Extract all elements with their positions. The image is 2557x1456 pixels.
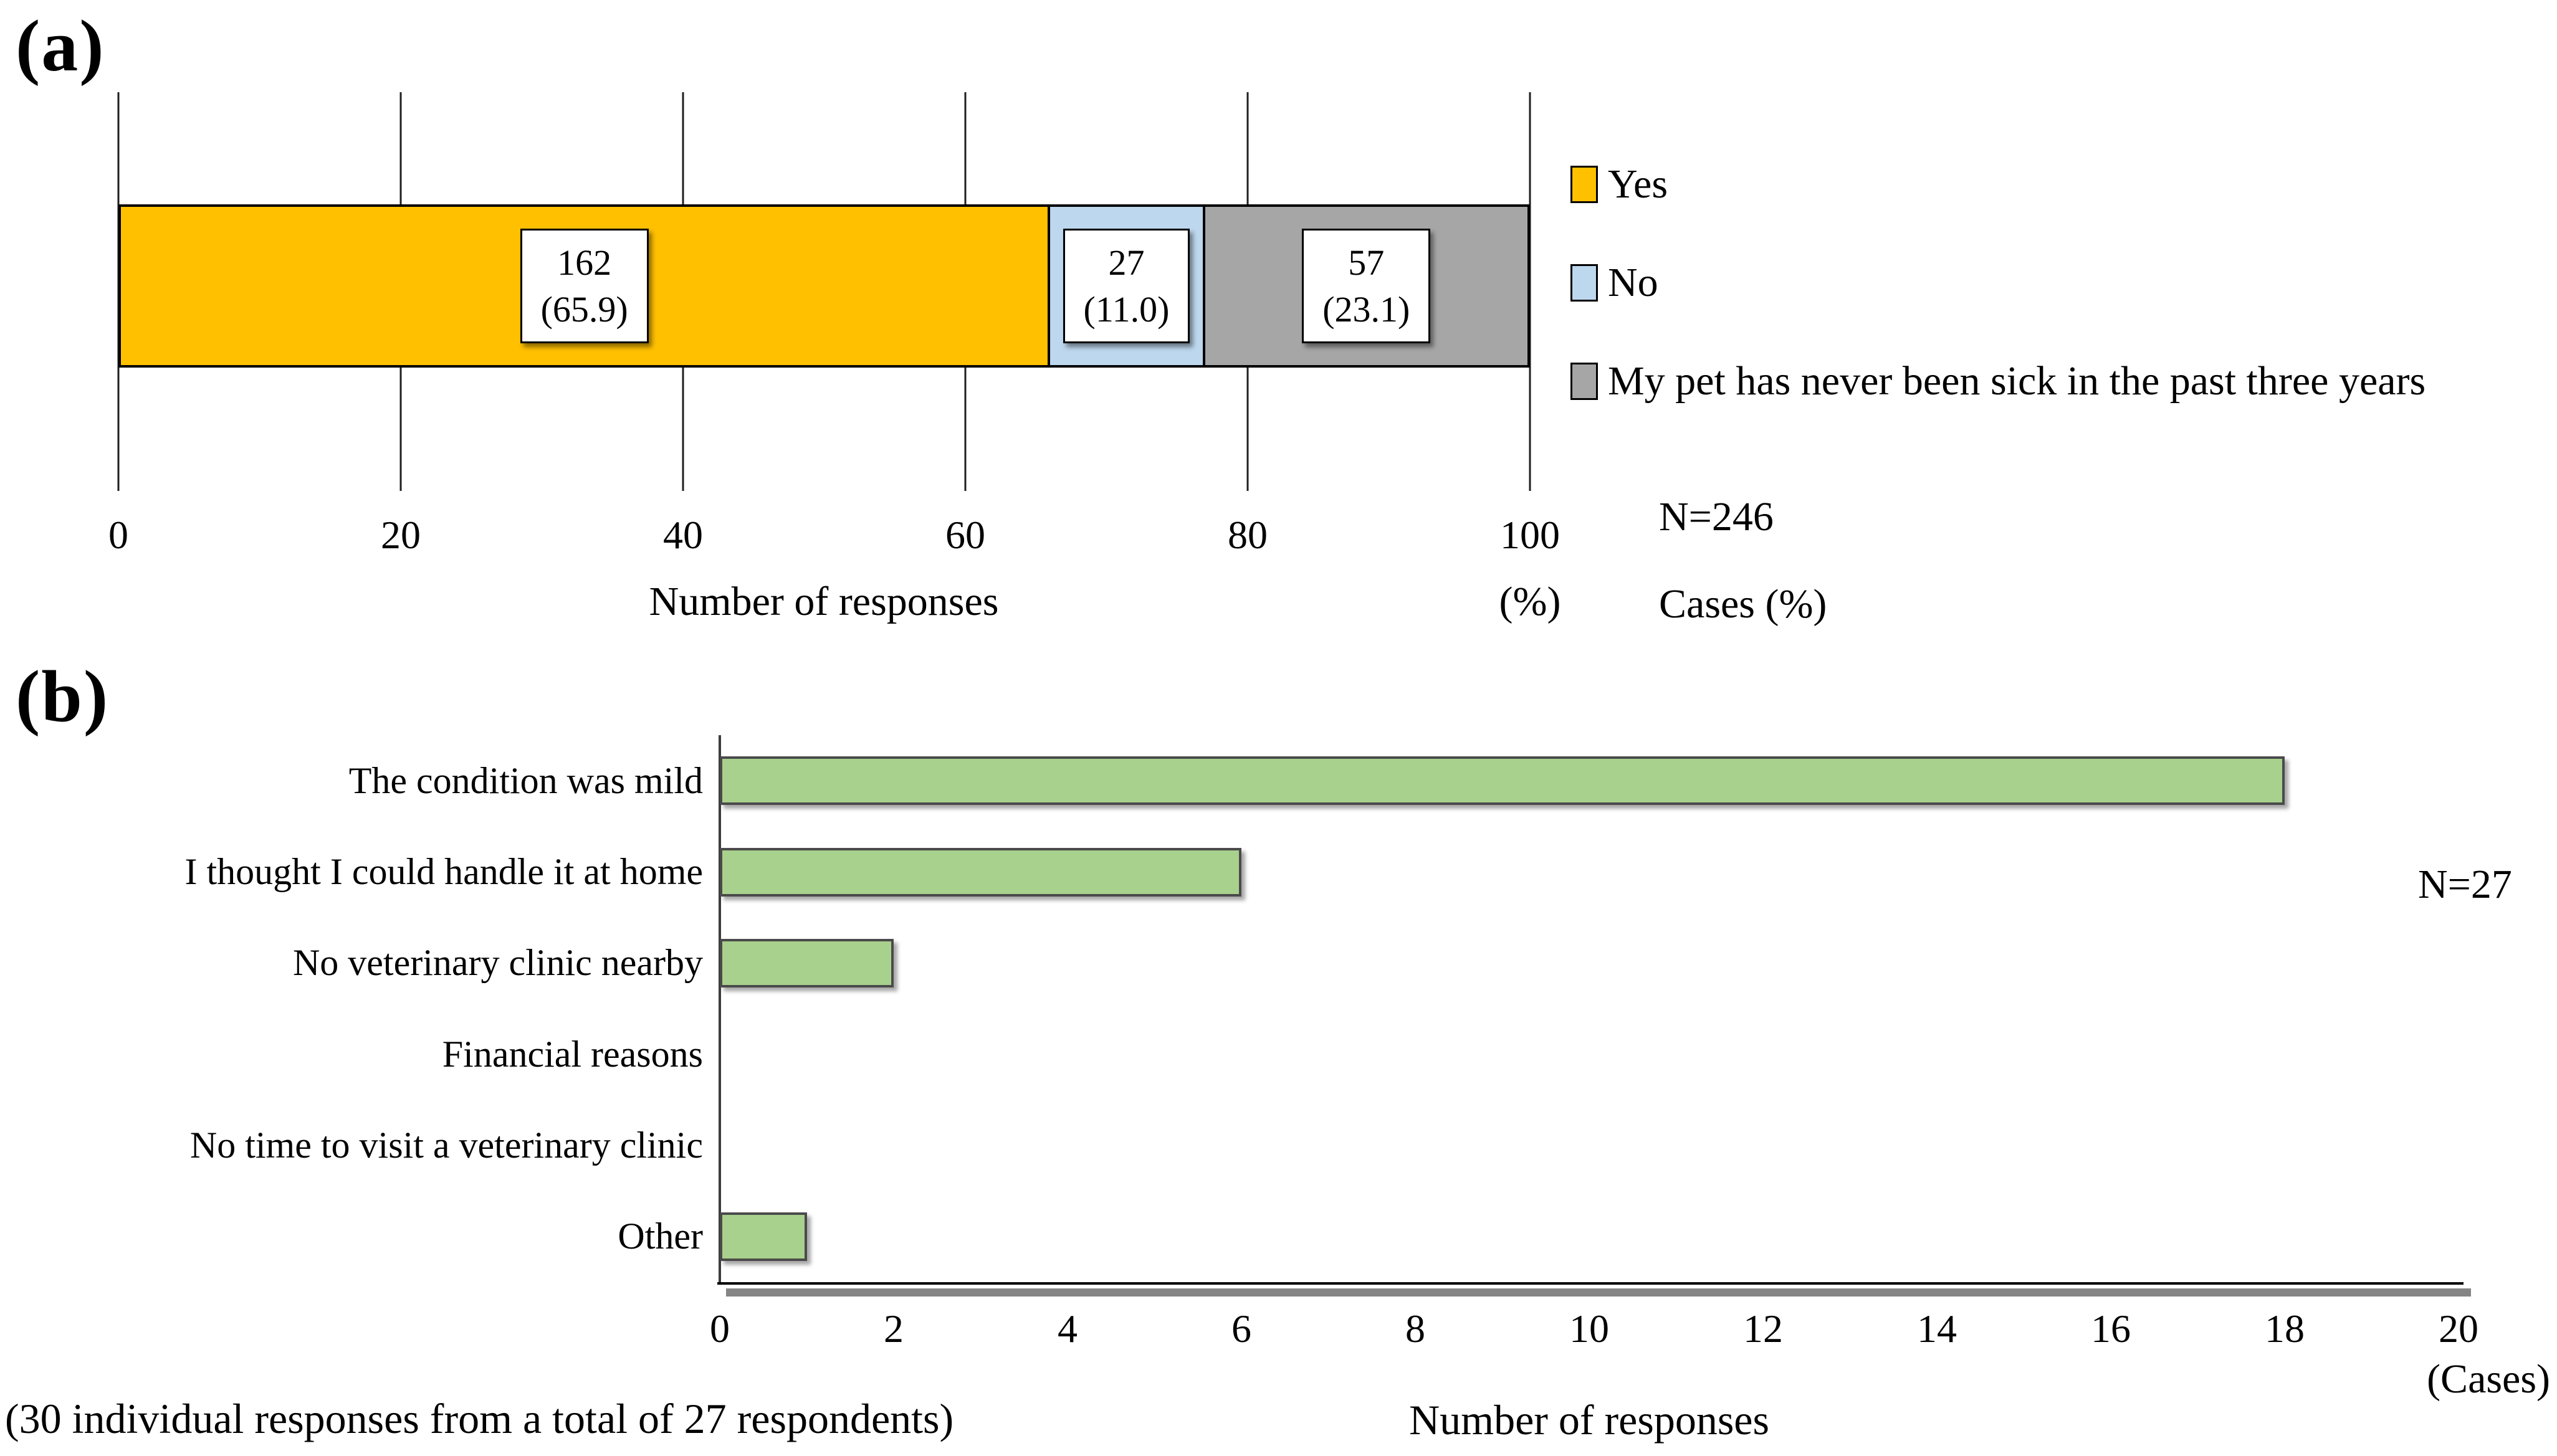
segment-count: 27: [1108, 242, 1145, 283]
segment-percent: (65.9): [540, 289, 628, 330]
panel-a-n-label: N=246: [1659, 494, 1774, 540]
panel-b-x-axis-line: [717, 1282, 2464, 1285]
panel-a-data-label-1: 162 (65.9): [520, 228, 649, 344]
panel-a-label: (a): [16, 5, 105, 87]
panel-b-x-axis-shadow: [726, 1288, 2471, 1297]
panel-b-tick-label-6: 6: [1231, 1306, 1251, 1351]
panel-b-x-axis-unit: (Cases): [2427, 1356, 2550, 1402]
panel-b-plot-area: [717, 735, 2471, 1297]
legend-label-2: No: [1608, 260, 1658, 305]
panel-b-label: (b): [16, 655, 110, 737]
panel-a-tick-label-80: 80: [1228, 513, 1268, 557]
panel-a-segment-1: 162 (65.9): [121, 207, 1048, 365]
panel-b-x-ticks: 0 2 4 6 8 10 12 14 16 18 20: [710, 1306, 2478, 1356]
panel-a-data-label-3: 57 (23.1): [1302, 228, 1431, 344]
panel-b-tick-label-0: 0: [710, 1306, 730, 1351]
panel-b-tick-label-14: 14: [1917, 1306, 1957, 1351]
panel-b-tick-label-16: 16: [2091, 1306, 2131, 1351]
panel-a-x-axis-title: Number of responses: [649, 579, 999, 624]
legend-label-3: My pet has never been sick in the past t…: [1608, 358, 2426, 404]
panel-b-category-label-4: Financial reasons: [442, 1033, 703, 1075]
panel-b-category-label-6: Other: [618, 1216, 703, 1257]
panel-a-tick-label-40: 40: [663, 513, 703, 557]
panel-b-tick-label-20: 20: [2439, 1306, 2478, 1351]
panel-b-tick-label-12: 12: [1743, 1306, 1783, 1351]
panel-b-tick-label-10: 10: [1569, 1306, 1609, 1351]
segment-percent: (23.1): [1322, 289, 1410, 330]
panel-a-stacked-bar: 162 (65.9) 27 (11.0) 57 (23.1): [118, 204, 1530, 368]
panel-b-tick-label-18: 18: [2265, 1306, 2305, 1351]
panel-a-cases-label: Cases (%): [1659, 581, 1827, 627]
legend-row-2: No: [1570, 259, 2426, 307]
panel-b-y-axis-line: [719, 735, 721, 1285]
panel-a-tick-label-20: 20: [381, 513, 421, 557]
panel-a-gridline-100: [1529, 92, 1531, 491]
panel-b-n-label: N=27: [2418, 862, 2512, 907]
figure-footnote: (30 individual responses from a total of…: [5, 1395, 954, 1442]
legend-swatch-2: [1570, 264, 1598, 302]
segment-count: 162: [557, 242, 612, 283]
panel-b-bar-6: [720, 1212, 807, 1261]
legend-label-1: Yes: [1608, 161, 1668, 207]
panel-b-bar-1: [720, 756, 2285, 806]
legend-swatch-3: [1570, 363, 1598, 400]
panel-b-x-axis-title: Number of responses: [1409, 1396, 1769, 1444]
legend-row-1: Yes: [1570, 161, 2426, 208]
panel-a-plot-area: 162 (65.9) 27 (11.0) 57 (23.1): [117, 92, 1531, 491]
panel-b-bar-2: [720, 847, 1241, 897]
panel-b-category-label-2: I thought I could handle it at home: [184, 850, 703, 892]
panel-a-tick-label-100: 100: [1500, 513, 1560, 557]
panel-b-bar-3: [720, 938, 894, 987]
segment-percent: (11.0): [1083, 289, 1170, 330]
panel-a-x-axis-unit: (%): [1499, 579, 1561, 624]
panel-b-tick-label-8: 8: [1405, 1306, 1425, 1351]
segment-count: 57: [1348, 242, 1385, 283]
panel-a-tick-label-0: 0: [108, 513, 128, 557]
legend-row-3: My pet has never been sick in the past t…: [1570, 358, 2426, 405]
panel-a-tick-label-60: 60: [945, 513, 985, 557]
panel-a-data-label-2: 27 (11.0): [1063, 228, 1190, 344]
panel-b-category-label-1: The condition was mild: [348, 759, 703, 801]
panel-b-category-label-3: No veterinary clinic nearby: [292, 942, 703, 984]
panel-a-x-ticks: 0 20 40 60 80 100: [108, 512, 1560, 568]
panel-b-tick-label-4: 4: [1058, 1306, 1078, 1351]
panel-b-category-label-5: No time to visit a veterinary clinic: [189, 1124, 703, 1166]
panel-a-legend: Yes No My pet has never been sick in the p…: [1570, 161, 2426, 405]
panel-b-tick-label-2: 2: [884, 1306, 904, 1351]
panel-b-category-labels: The condition was mild I thought I could …: [0, 735, 703, 1282]
panel-a-segment-3: 57 (23.1): [1202, 207, 1527, 365]
legend-swatch-1: [1570, 166, 1598, 203]
panel-a-segment-2: 27 (11.0): [1048, 207, 1203, 365]
